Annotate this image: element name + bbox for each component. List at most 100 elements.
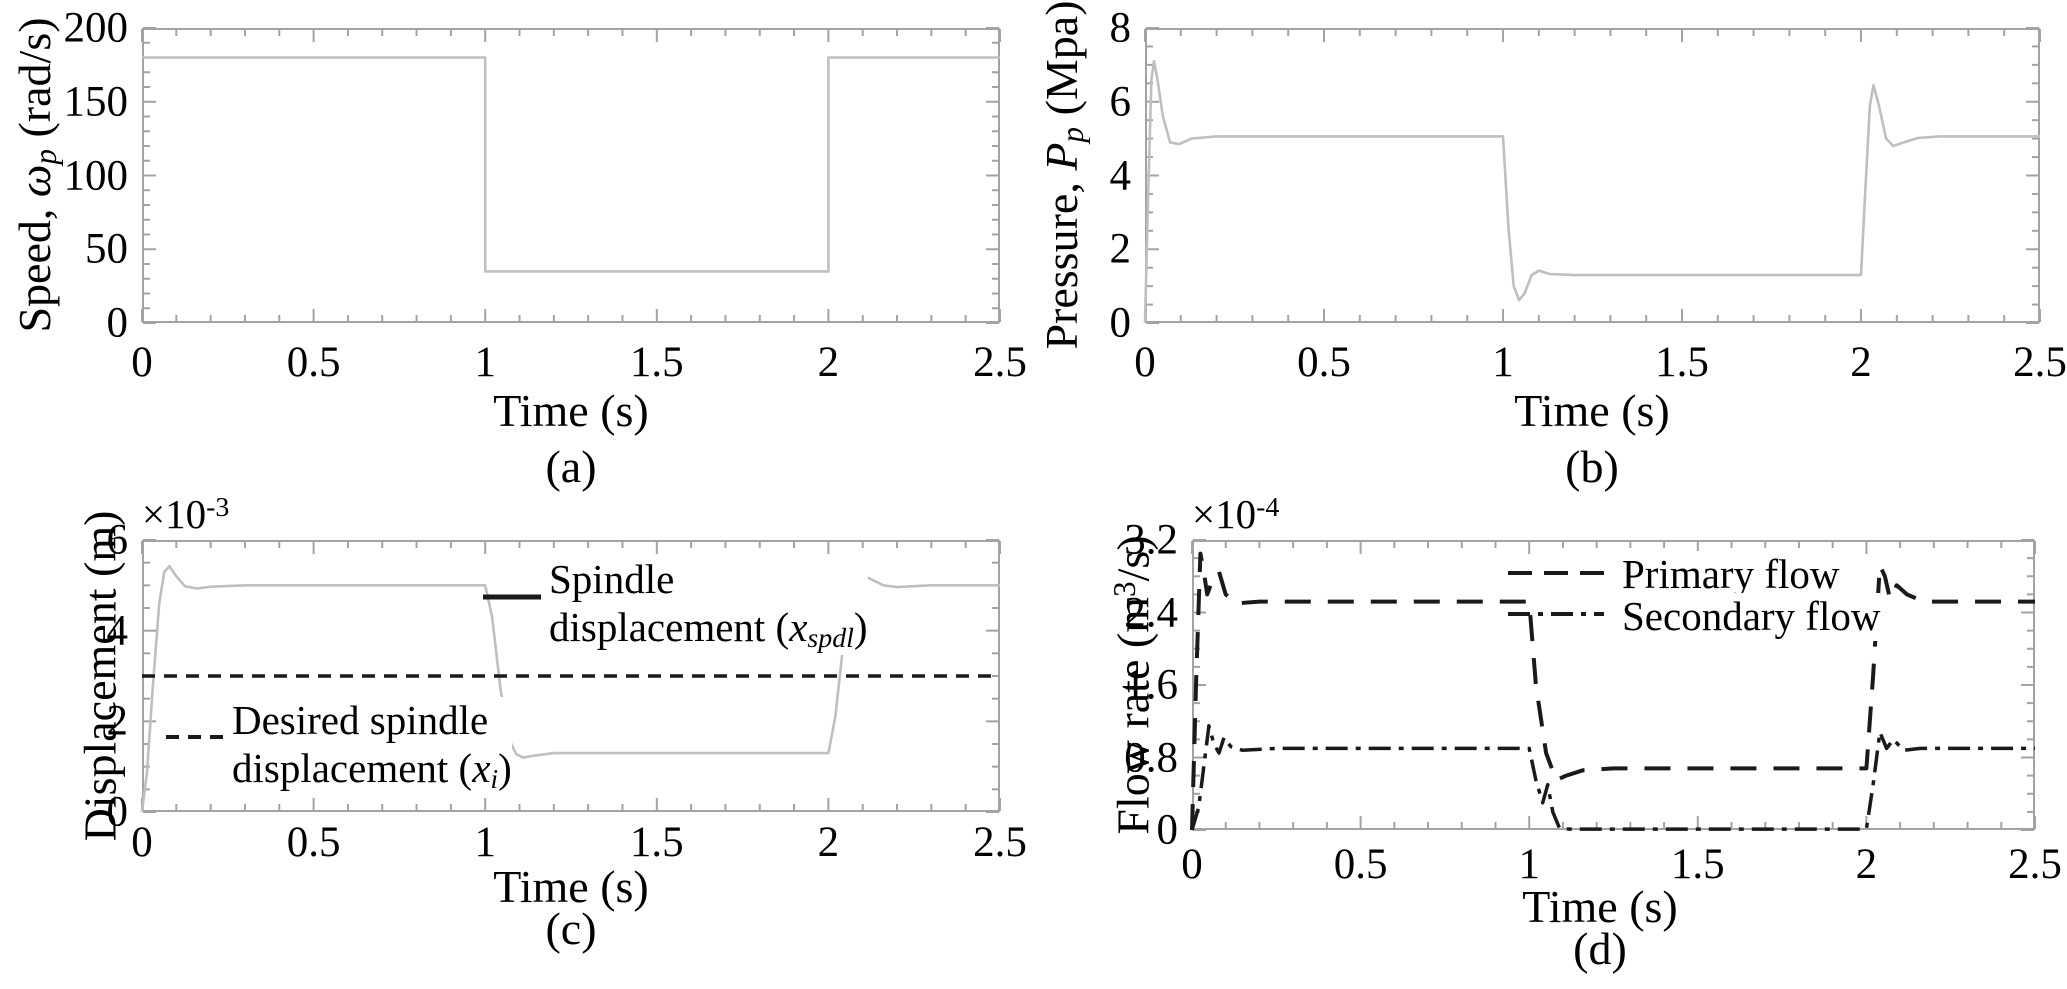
x-tick-label: 0.5 [1297, 339, 1351, 386]
text-fragment: ×10 [1192, 491, 1257, 537]
y-tick-label: 0 [1109, 299, 1132, 347]
y-axis-scale-label-c: ×10-3 [142, 490, 229, 538]
text-fragment: Desired spindle [232, 697, 489, 743]
text-fragment: displacement ( [549, 603, 790, 650]
text-fragment: Secondary flow [1622, 593, 1881, 639]
text-fragment: Primary flow [1622, 551, 1840, 597]
x-tick-label: 1 [1518, 841, 1540, 888]
y-tick-label: 3.2 [1124, 516, 1178, 564]
legend-sample-dashed-line [166, 735, 224, 739]
text-fragment: p [28, 149, 64, 165]
x-tick-label: 2 [817, 339, 840, 386]
legend-label: Secondary flow [1622, 593, 1881, 641]
text-fragment: (Mpa) [1035, 0, 1087, 127]
x-tick-label: 2.5 [2013, 339, 2067, 386]
x-tick-label: 0 [131, 819, 153, 866]
y-tick-label: 0.8 [1124, 734, 1178, 781]
plot-frame [1192, 540, 2035, 830]
y-tick-label: 2.4 [1124, 589, 1178, 636]
y-tick-label: 200 [63, 4, 129, 52]
x-tick-label: 1 [1492, 339, 1514, 386]
x-tick-label: 1 [474, 339, 496, 386]
panel-caption-a: (a) [545, 441, 597, 492]
x-tick-label: 1.5 [1655, 339, 1709, 386]
x-tick-label: 0 [1181, 841, 1203, 888]
legend-label: Spindle displacement (xspdl) [549, 556, 868, 656]
axis-ticks [1144, 27, 2041, 324]
panel-caption-c: (c) [545, 903, 597, 954]
text-fragment: Pressure, [1035, 170, 1087, 350]
x-tick-label: 0.5 [286, 819, 341, 866]
y-tick-label: 8 [1109, 4, 1132, 52]
x-tick-label: 1.5 [1670, 841, 1725, 888]
text-fragment: ) [853, 603, 868, 650]
y-tick-label: 0 [1156, 806, 1179, 854]
x-tick-label: 2.5 [973, 339, 1027, 386]
axis-ticks [141, 539, 1001, 813]
axis-ticks [141, 27, 1001, 324]
legend-label: Desired spindle displacement (xi) [232, 697, 512, 797]
y-tick-label: 4 [106, 607, 129, 655]
text-fragment: Speed, [8, 197, 60, 333]
y-tick-label: 1.6 [1124, 661, 1178, 709]
text-fragment: spdl [807, 622, 854, 654]
text-fragment: x [789, 603, 808, 650]
text-fragment: x [472, 744, 491, 791]
text-fragment: i [490, 763, 499, 795]
y-axis-label-speed: Speed, ωp (rad/s) [8, 17, 64, 332]
y-tick-label: 0 [106, 788, 129, 836]
y-tick-label: 6 [1109, 78, 1132, 126]
y-tick-label: 150 [63, 78, 129, 126]
plot-frame [1145, 28, 2040, 323]
x-tick-label: 1.5 [629, 339, 684, 386]
y-tick-label: 100 [63, 152, 129, 199]
series-secondary_flow [1190, 724, 2035, 831]
panel-caption-d: (d) [1573, 923, 1627, 974]
text-fragment: ) [498, 744, 512, 791]
x-axis-label-b: Time (s) [1514, 385, 1670, 436]
x-axis-label-d: Time (s) [1522, 881, 1678, 932]
y-tick-label: 2 [106, 697, 129, 745]
plot-area-a [141, 27, 1001, 324]
y-tick-label: 0 [106, 299, 129, 347]
x-axis-label-a: Time (s) [493, 385, 649, 436]
x-tick-label: 1 [474, 819, 496, 866]
series-primary_flow [1190, 551, 2035, 831]
legend-sample-solid-line [483, 594, 541, 600]
plot-area-d [1190, 539, 2036, 831]
axis-ticks [1191, 539, 2036, 831]
text-fragment: Spindle [549, 556, 675, 602]
legend-sample-dashdot-line [1508, 612, 1604, 616]
text-fragment: -4 [1256, 491, 1280, 523]
x-tick-label: 2.5 [973, 819, 1027, 866]
series-pump_speed [142, 56, 1000, 273]
x-axis-label-c: Time (s) [493, 861, 649, 912]
y-axis-label-pressure: Pressure, Pp (Mpa) [1035, 0, 1091, 349]
legend-sample-dashed-line [1508, 571, 1604, 575]
text-fragment: ×10 [142, 491, 207, 537]
x-tick-label: 0 [131, 339, 153, 386]
x-tick-label: 0.5 [1333, 841, 1388, 888]
x-tick-label: 1.5 [629, 819, 684, 866]
y-axis-scale-label-d: ×10-4 [1192, 490, 1279, 538]
x-tick-label: 0 [1134, 339, 1156, 386]
y-tick-label: 4 [1109, 152, 1132, 199]
plot-area-b [1143, 27, 2041, 324]
text-fragment: ω [8, 164, 60, 198]
x-tick-label: 2 [1855, 841, 1878, 888]
x-tick-label: 2 [817, 819, 840, 866]
x-tick-label: 2 [1850, 339, 1872, 386]
panel-caption-b: (b) [1565, 441, 1619, 492]
text-fragment: p [1055, 126, 1091, 143]
series-pump_pressure [1143, 59, 2040, 324]
text-fragment: P [1035, 142, 1087, 171]
x-tick-label: 2.5 [2008, 841, 2062, 888]
legend-label: Primary flow [1622, 551, 1840, 599]
plot-frame [142, 28, 1000, 323]
text-fragment: (rad/s) [8, 17, 60, 150]
y-tick-label: 6 [106, 516, 129, 564]
y-tick-label: 2 [1109, 225, 1132, 273]
text-fragment: displacement ( [232, 744, 473, 791]
y-tick-label: 50 [85, 225, 128, 273]
